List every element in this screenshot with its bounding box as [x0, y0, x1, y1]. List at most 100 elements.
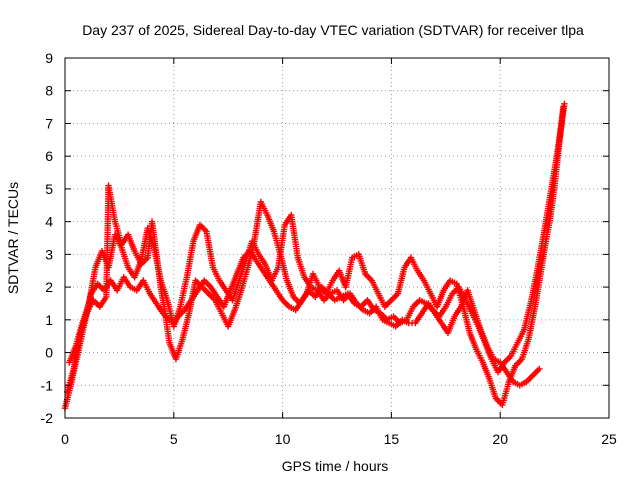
- y-axis-label: SDTVAR / TECUs: [5, 182, 21, 294]
- data-point-trail: [173, 338, 185, 361]
- data-point-trail: [521, 302, 534, 331]
- data-point-trail: [437, 305, 448, 318]
- y-axis-ticks: -2 -1 0 1 2 3 4 5 6 7 8 9: [41, 50, 609, 426]
- data-point-trail: [86, 266, 99, 305]
- data-point-trail: [213, 299, 224, 315]
- x-axis-label: GPS time / hours: [282, 458, 389, 474]
- data-point-trail: [443, 292, 455, 308]
- y-tick-label: 0: [45, 345, 53, 361]
- data-point-trail: [200, 285, 211, 296]
- data-point-trail: [512, 379, 521, 388]
- data-point-trail: [449, 278, 458, 286]
- data-point-trail: [256, 253, 268, 266]
- data-point-trail: [525, 305, 538, 341]
- data-point-trail: [148, 292, 159, 305]
- x-tick-label: 25: [601, 431, 617, 447]
- plot-frame: [64, 57, 610, 419]
- data-point-trail: [551, 145, 562, 187]
- data-point-trail: [97, 295, 109, 308]
- data-point-trail: [302, 276, 313, 289]
- data-point-trail: [503, 354, 513, 364]
- data-point-trail: [534, 233, 547, 272]
- series-track-b: [63, 103, 567, 409]
- data-point-trail: [207, 292, 217, 302]
- data-point-trail: [232, 289, 244, 311]
- chart-title: Day 237 of 2025, Sidereal Day-to-day VTE…: [82, 22, 584, 38]
- data-point: [536, 365, 543, 373]
- grid: [65, 58, 609, 418]
- data-point-trail: [112, 233, 124, 249]
- data-point-trail: [288, 304, 297, 313]
- data-point-trail: [401, 317, 410, 326]
- y-tick-label: 8: [45, 83, 53, 99]
- data-point-trail: [392, 315, 402, 325]
- data-point-trail: [186, 279, 199, 315]
- data-point-trail: [96, 282, 106, 292]
- data-point-trail: [265, 213, 277, 233]
- data-point-trail: [524, 373, 535, 384]
- x-tick-label: 15: [384, 431, 400, 447]
- data-point-trail: [333, 294, 343, 303]
- data-point-trail: [467, 331, 479, 351]
- data-point-trail: [531, 367, 541, 377]
- data-point-trail: [311, 273, 322, 289]
- data-point-trail: [343, 256, 355, 288]
- data-point-trail: [121, 276, 133, 289]
- data-point-trail: [498, 361, 509, 374]
- data-point-trail: [210, 266, 222, 282]
- data-point-trail: [388, 321, 397, 329]
- data-point-trail: [125, 233, 137, 253]
- data-point-trail: [421, 279, 433, 295]
- data-point-trail: [415, 269, 426, 282]
- data-point-trail: [445, 315, 457, 335]
- data-point-trail: [184, 240, 197, 279]
- y-tick-label: 2: [45, 279, 53, 295]
- data-point-trail: [298, 292, 309, 305]
- data-point-trail: [538, 240, 549, 269]
- data-point-trail: [284, 279, 296, 299]
- data-point-trail: [119, 246, 131, 269]
- data-point-trail: [236, 259, 249, 282]
- data-point-trail: [519, 338, 531, 361]
- data-point-trail: [295, 256, 307, 279]
- data-point-trail: [203, 230, 216, 269]
- data-point-trail: [515, 328, 527, 344]
- data-point-trail: [324, 279, 335, 295]
- y-tick-label: 4: [45, 214, 53, 230]
- data-point-trail: [291, 295, 302, 305]
- data-point-trail: [228, 272, 240, 292]
- y-tick-label: 7: [45, 115, 53, 131]
- x-tick-label: 0: [61, 431, 69, 447]
- data-point-trail: [234, 256, 246, 276]
- data-point-trail: [509, 341, 520, 357]
- data-point-trail: [492, 357, 502, 365]
- data-point-trail: [67, 344, 79, 364]
- data-point-trail: [434, 289, 446, 308]
- data-point-trail: [386, 314, 395, 322]
- y-tick-label: 6: [45, 148, 53, 164]
- data-point-trail: [441, 279, 452, 292]
- data-point-trail: [494, 396, 504, 407]
- data-point-trail: [355, 301, 365, 312]
- x-axis-ticks: 0 5 10 15 20 25: [61, 58, 617, 447]
- data-point-trail: [309, 285, 319, 293]
- data-point-trail: [362, 307, 371, 316]
- data-point-trail: [394, 318, 404, 328]
- data-point-trail: [177, 276, 190, 308]
- data-point-trail: [474, 348, 485, 364]
- data-point-trail: [132, 259, 144, 279]
- data-point-trail: [179, 312, 192, 341]
- y-tick-label: 3: [45, 246, 53, 262]
- data-point-trail: [418, 298, 428, 306]
- x-tick-label: 20: [492, 431, 508, 447]
- data-point-trail: [194, 279, 204, 289]
- data-point-trail: [426, 302, 437, 315]
- data-point-trail: [545, 181, 556, 210]
- data-point-trail: [478, 328, 490, 348]
- y-tick-label: 1: [45, 312, 53, 328]
- data-point-trail: [348, 292, 359, 305]
- data-point-trail: [129, 285, 138, 293]
- data-point-trail: [275, 223, 288, 269]
- data-point-trail: [274, 289, 285, 302]
